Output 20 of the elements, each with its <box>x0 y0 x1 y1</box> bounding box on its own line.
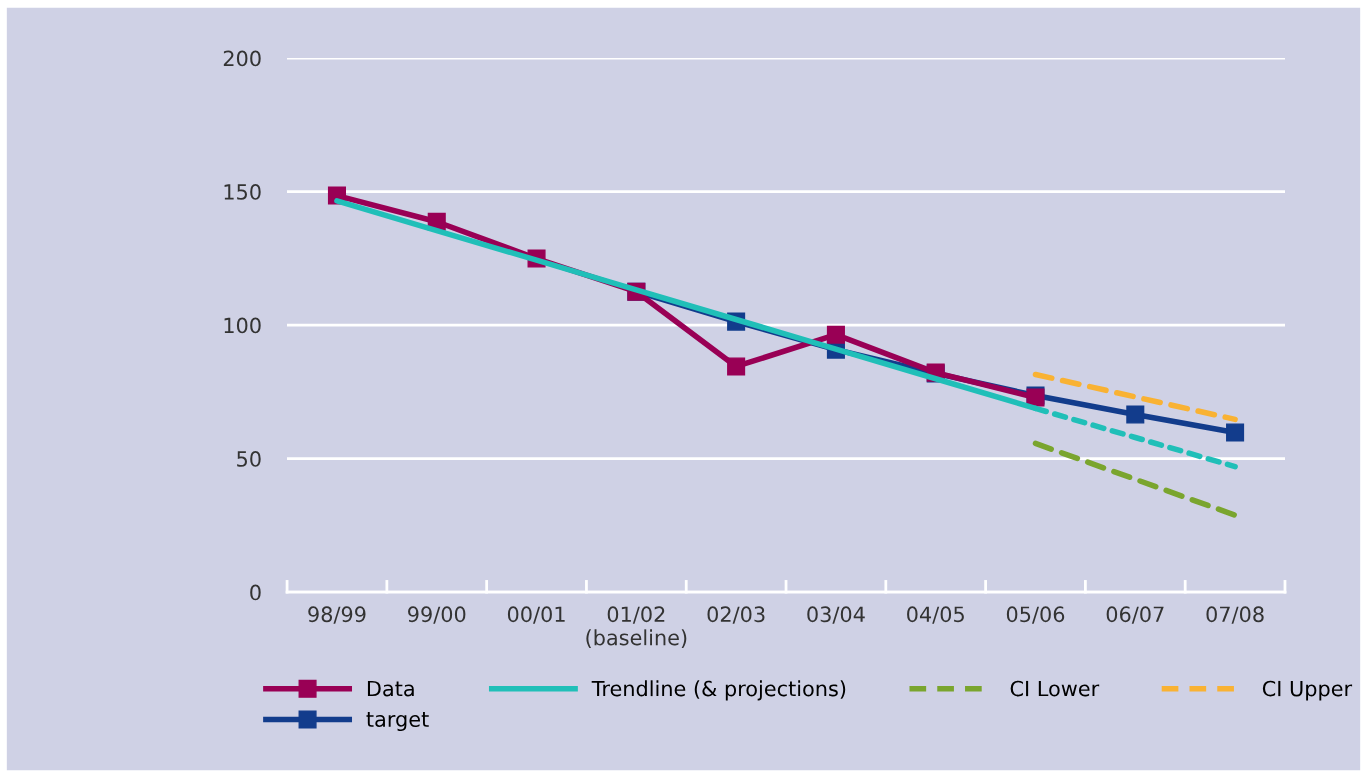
x-tick-label: 04/05 <box>907 606 964 624</box>
legend-label: Trendline (& projections) <box>591 680 846 701</box>
x-tick-label: 99/00 <box>408 606 466 624</box>
legend-label: Data <box>367 680 414 697</box>
x-tick-label: 06/07 <box>1106 606 1164 624</box>
legend-label: CI Upper <box>1262 680 1353 701</box>
x-tick-label: 03/04 <box>807 606 865 624</box>
x-tick-label: 98/99 <box>308 606 366 624</box>
x-tick-label: 05/06 <box>1006 606 1065 624</box>
y-tick-label: 0 <box>250 584 261 601</box>
y-tick-label: 50 <box>237 451 261 467</box>
x-tick-label: 07/08 <box>1206 606 1264 624</box>
y-tick-label: 100 <box>224 317 261 334</box>
legend-label: target <box>366 712 429 732</box>
x-tick-label: 02/03 <box>707 606 765 624</box>
x-tick-label: 01/02 (baseline) <box>586 606 687 648</box>
legend-label: CI Lower <box>1010 680 1100 697</box>
y-tick-label: 150 <box>224 184 261 200</box>
x-tick-label: 00/01 <box>507 606 565 624</box>
y-tick-label: 200 <box>223 50 261 67</box>
